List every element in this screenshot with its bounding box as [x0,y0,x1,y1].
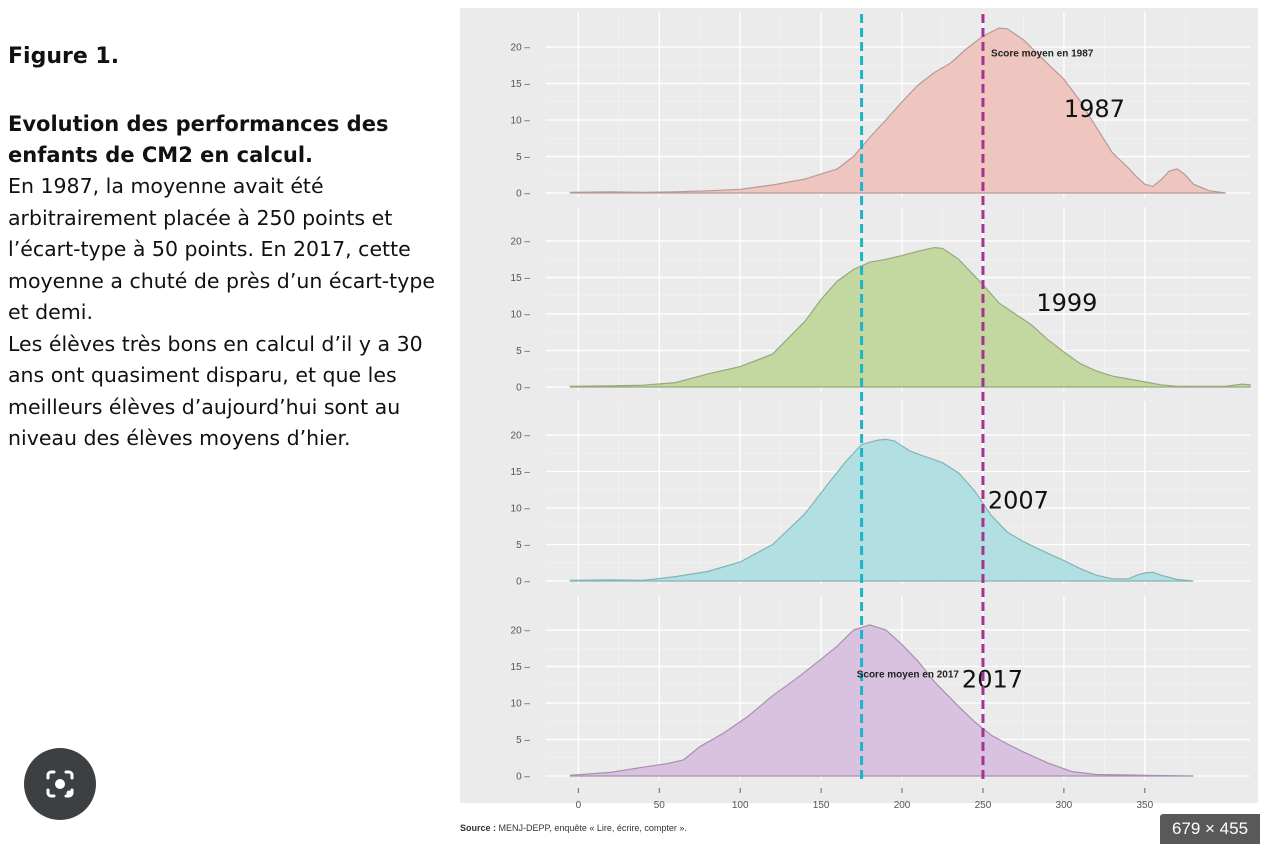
x-tick-label: 250 [975,800,992,811]
density-area-2017 [569,624,1194,777]
source-text: MENJ-DEPP, enquête « Lire, écrire, compt… [496,823,687,833]
description-paragraph-1: En 1987, la moyenne avait été arbitraire… [8,174,435,324]
series-label-2007: 2007 [988,487,1049,515]
density-area-1999 [569,246,1251,388]
y-tick-label: 5 – [516,540,530,551]
series-label-2017: 2017 [962,666,1023,694]
y-tick-label: 0 – [516,383,530,394]
annotation-text: Score moyen en 1987 [991,48,1094,59]
y-tick-label: 20 – [511,626,531,637]
x-tick-label: 50 [654,800,666,811]
y-tick-label: 0 – [516,772,530,783]
y-tick-label: 15 – [511,79,531,90]
y-tick-label: 20 – [511,237,531,248]
y-tick-label: 10 – [511,116,531,127]
image-size-badge: 679 × 455 [1160,814,1260,844]
x-tick-label: 150 [813,800,830,811]
figure-text-column: Figure 1. Evolution des performances des… [8,44,448,455]
description-paragraph-2: Les élèves très bons en calcul d’il y a … [8,331,423,451]
y-tick-label: 5 – [516,152,530,163]
annotation-text: Score moyen en 2017 [857,669,960,680]
y-tick-label: 20 – [511,431,531,442]
y-tick-label: 20 – [511,43,531,54]
panel-1999: 0 – 5 – 10 – 15 – 20 – 1999 [511,207,1251,394]
y-tick-label: 10 – [511,504,531,515]
density-area-2007 [569,438,1194,582]
series-label-1999: 1999 [1036,289,1097,317]
y-tick-label: 15 – [511,273,531,284]
google-lens-button[interactable] [24,748,96,820]
y-tick-label: 5 – [516,735,530,746]
y-tick-label: 15 – [511,467,531,478]
panel-1987: 0 – 5 – 10 – 15 – 20 – 1987 [511,12,1250,200]
source-label: Source : [460,823,497,833]
y-tick-label: 0 – [516,189,530,200]
x-tick-label: 100 [732,800,749,811]
y-tick-label: 0 – [516,577,530,588]
panel-2007: 0 – 5 – 10 – 15 – 20 – 2007 [511,401,1250,588]
x-tick-label: 300 [1056,800,1073,811]
y-tick-label: 10 – [511,699,531,710]
panel-2017: 0 – 5 – 10 – 15 – 20 – 2017 [511,596,1250,783]
y-tick-label: 15 – [511,662,531,673]
x-tick-label: 0 [576,800,582,811]
figure-label: Figure 1. [8,44,120,69]
y-tick-label: 10 – [511,310,531,321]
y-tick-label: 5 – [516,346,530,357]
google-lens-icon [46,770,74,798]
density-area-1987 [569,27,1226,194]
series-label-1987: 1987 [1064,95,1125,123]
source-note: Source : MENJ-DEPP, enquête « Lire, écri… [460,823,687,833]
x-tick-label: 200 [894,800,911,811]
x-tick-label: 350 [1136,800,1153,811]
ridgeline-chart: 0 – 5 – 10 – 15 – 20 – 1987 0 – 5 – 10 – 15 – 20 –… [460,8,1258,811]
figure-title: Evolution des performances des enfants d… [8,112,389,167]
figure-description: En 1987, la moyenne avait été arbitraire… [8,171,448,455]
